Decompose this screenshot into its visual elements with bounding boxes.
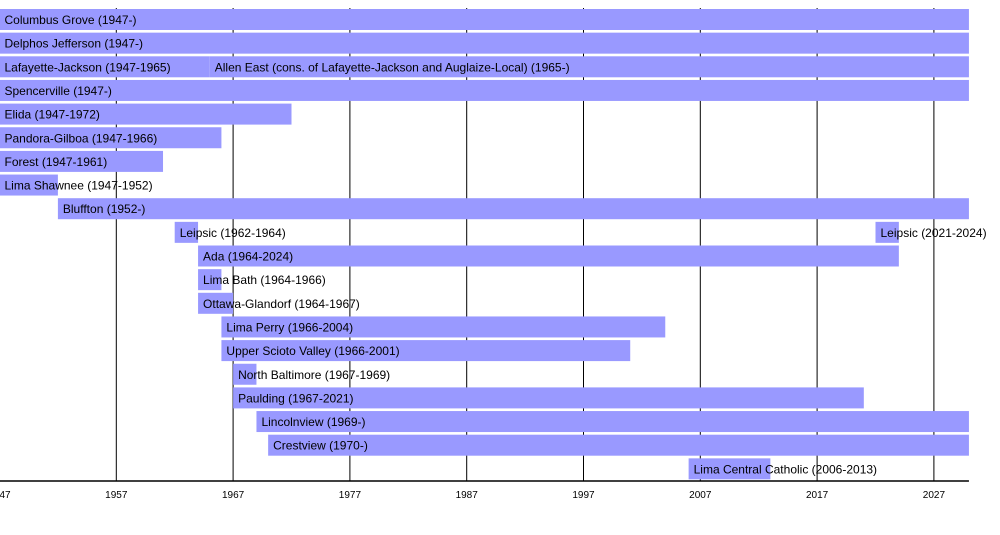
timeline-bar-group <box>233 363 257 385</box>
bar-label: Columbus Grove (1947-) <box>5 13 137 27</box>
gridlines <box>115 8 935 481</box>
timeline-bar <box>233 387 864 409</box>
bar-label: Paulding (1967-2021) <box>238 391 353 405</box>
timeline-bar-group <box>198 269 222 291</box>
timeline-bar-group <box>0 103 292 125</box>
timeline-bar <box>57 198 969 220</box>
bar-label: Lincolnview (1969-) <box>261 415 365 429</box>
bar-label: Leipsic (2021-2024) <box>881 226 987 240</box>
bar-label: Elida (1947-1972) <box>5 108 100 122</box>
bar-label: Ottawa-Glandorf (1964-1967) <box>203 297 360 311</box>
timeline-bar-group <box>221 340 631 362</box>
bar-label: Pandora-Gilboa (1947-1966) <box>5 131 158 145</box>
bar-label: Ada (1964-2024) <box>203 250 293 264</box>
tick-label: 1997 <box>572 490 595 501</box>
bar-label: Crestview (1970-) <box>273 439 368 453</box>
timeline-bar <box>268 434 969 456</box>
timeline-bar-group <box>0 56 210 78</box>
timeline-bar <box>0 103 292 125</box>
tick-label: 2017 <box>806 490 829 501</box>
timeline-bar-group <box>0 174 58 196</box>
timeline-bar <box>0 174 58 196</box>
timeline-bar-group <box>875 221 899 243</box>
timeline-bar <box>0 127 222 149</box>
bar-label: Lima Shawnee (1947-1952) <box>5 179 153 193</box>
bar-label: North Baltimore (1967-1969) <box>238 368 390 382</box>
timeline-bar-group <box>221 316 666 338</box>
timeline-bar <box>221 316 666 338</box>
timeline-bar-group <box>0 150 164 172</box>
tick-label: 1987 <box>456 490 479 501</box>
timeline-bar-group <box>209 56 969 78</box>
timeline-bar <box>174 221 199 243</box>
timeline-bar <box>0 9 969 30</box>
timeline-bar-group <box>0 32 969 54</box>
timeline-bar-group <box>198 245 899 267</box>
timeline-bar-group <box>0 79 969 101</box>
bar-label: Lima Perry (1966-2004) <box>226 320 353 334</box>
bar-label: Spencerville (1947-) <box>5 84 112 98</box>
timeline-bar-group <box>57 198 969 220</box>
bar-label: Bluffton (1952-) <box>63 202 145 216</box>
timeline-bar-group <box>174 221 199 243</box>
bars: Columbus Grove (1947-) Delphos Jefferson … <box>0 9 987 480</box>
bar-label: Leipsic (1962-1964) <box>180 226 286 240</box>
bar-label: Forest (1947-1961) <box>5 155 108 169</box>
timeline-bar <box>198 292 234 314</box>
timeline-bar <box>875 221 899 243</box>
timeline-bar-group <box>198 292 234 314</box>
bar-label: Lima Bath (1964-1966) <box>203 273 326 287</box>
timeline-bar-group <box>0 9 969 30</box>
tick-label: 1967 <box>222 490 245 501</box>
timeline-bar <box>198 269 222 291</box>
bar-label: Allen East (cons. of Lafayette-Jackson a… <box>215 60 570 74</box>
bar-label: Delphos Jefferson (1947-) <box>5 37 144 51</box>
timeline-bar <box>209 56 969 78</box>
timeline-bar-group <box>0 127 222 149</box>
timeline-bar <box>0 32 969 54</box>
tick-label: 2007 <box>689 490 712 501</box>
timeline-bar <box>0 79 969 101</box>
timeline-bar-group <box>256 411 969 433</box>
timeline-bar <box>688 458 771 480</box>
tick-label: 2027 <box>923 490 946 501</box>
tick-label: 1977 <box>339 490 362 501</box>
bar-label: Upper Scioto Valley (1966-2001) <box>226 344 399 358</box>
timeline-bar <box>256 411 969 433</box>
timeline-bar <box>221 340 631 362</box>
x-axis: 1947 1957 1967 1977 1987 1997 2007 2017 2027 <box>0 480 969 501</box>
timeline-bar-group <box>688 458 771 480</box>
timeline-bar-group <box>233 387 864 409</box>
timeline-bar-group <box>268 434 969 456</box>
bar-label: Lima Central Catholic (2006-2013) <box>694 462 877 476</box>
bar-label: Lafayette-Jackson (1947-1965) <box>5 60 171 74</box>
timeline-bar <box>198 245 899 267</box>
timeline-bar <box>0 150 164 172</box>
tick-label: 1957 <box>105 490 128 501</box>
timeline-bar <box>0 56 210 78</box>
tick-label: 1947 <box>0 490 11 501</box>
timeline-bar <box>233 363 257 385</box>
